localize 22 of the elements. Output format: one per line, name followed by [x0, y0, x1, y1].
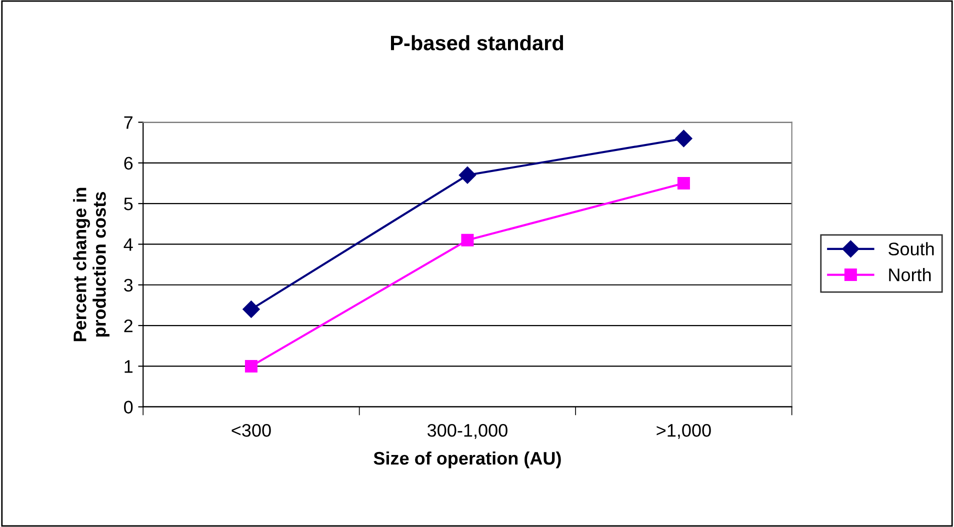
y-tick-label: 4	[124, 238, 133, 251]
legend-label: South	[888, 242, 934, 256]
y-tick-label: 0	[124, 400, 133, 414]
y-tick-label: 1	[124, 360, 132, 373]
point	[677, 176, 690, 190]
x-tick-label: 300-1,000	[427, 424, 508, 439]
y-tick-label: 5	[124, 198, 133, 210]
x-tick-label: >1,000	[656, 424, 711, 439]
point	[242, 300, 260, 318]
y-tick-label: 2	[124, 319, 132, 332]
point	[244, 360, 258, 372]
legend-label: North	[889, 268, 931, 282]
point	[461, 234, 474, 246]
y-tick-label: 7	[124, 116, 132, 129]
chart-title: P-based standard	[390, 35, 564, 50]
x-axis-title: Size of operation (AU)	[374, 451, 561, 468]
point	[675, 130, 692, 148]
y-axis-title: Percent change in production costs	[73, 188, 110, 342]
y-tick-label: 6	[124, 156, 133, 170]
x-tick-label: <300	[232, 424, 271, 437]
y-tick-label: 3	[124, 278, 133, 292]
point	[458, 166, 476, 184]
